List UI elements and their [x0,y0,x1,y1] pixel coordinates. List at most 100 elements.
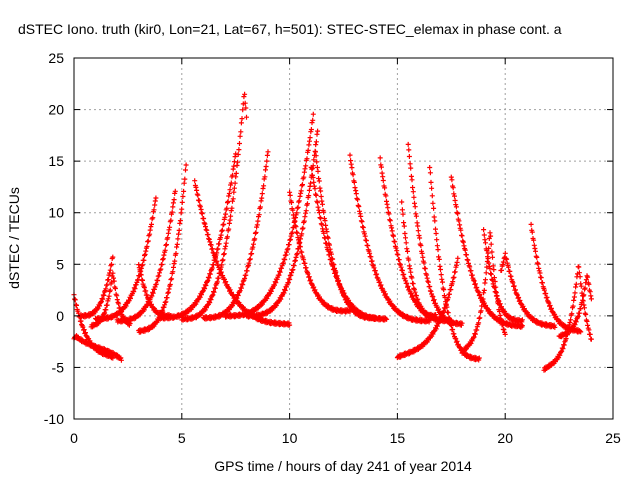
data-point [519,317,525,323]
data-point [341,290,347,296]
data-point [307,135,313,141]
data-point [477,315,483,321]
x-tick-label: 5 [178,430,186,446]
data-point [396,257,402,263]
data-point [261,183,267,189]
data-point [316,176,322,181]
data-point [519,323,525,329]
data-point [438,272,444,278]
axis-ticks [73,57,614,420]
data-point [355,197,361,203]
data-point [510,280,516,286]
data-point [311,183,317,189]
data-point [144,244,150,249]
data-point [287,192,293,198]
data-point [317,215,323,221]
data-point [303,163,309,169]
data-point [259,195,265,201]
data-point [305,201,310,207]
y-tick-label: 20 [48,102,64,118]
data-point [507,268,513,274]
data-point [569,327,575,332]
data-point [226,193,232,199]
data-point [415,223,421,229]
data-point [153,195,159,201]
data-point [494,293,500,299]
data-point [582,305,587,311]
y-tick-label: -5 [52,359,65,375]
data-point [488,271,494,277]
data-point [399,199,405,205]
data-point [150,215,156,221]
data-point [109,261,114,267]
data-point [384,201,390,207]
data-point [216,241,222,247]
data-point [174,244,180,250]
data-point [217,267,223,272]
x-tick-label: 0 [70,430,78,446]
data-point [201,216,207,221]
data-point [485,256,491,261]
data-point [454,210,460,215]
data-point [484,264,490,270]
data-point [451,274,457,280]
data-point [225,199,231,204]
data-point [487,266,493,272]
data-point [411,194,417,200]
data-point [170,269,176,275]
data-point [220,257,226,263]
data-point [428,179,434,185]
data-point [506,264,511,270]
data-point [176,231,181,237]
data-point [103,286,109,292]
data-point [450,327,456,332]
data-point [567,320,573,325]
data-point [318,194,324,199]
data-point [206,275,212,281]
data-point [557,352,563,358]
data-point [462,247,468,253]
data-point [491,275,497,281]
plot-frame [73,57,614,420]
data-point [294,210,300,216]
data-point [309,120,315,126]
data-point [511,283,517,289]
data-point [561,342,567,348]
data-point [255,218,261,224]
data-point [386,211,392,217]
data-point [299,231,305,237]
data-point [303,208,309,214]
data-point [401,220,407,226]
data-point [249,251,255,257]
data-point [209,246,215,252]
data-point [310,117,316,123]
data-point [432,218,438,224]
data-point [348,161,354,167]
x-tick-label: 25 [605,430,621,446]
y-tick-label: -10 [44,411,64,427]
data-point [456,218,462,224]
data-point [291,263,297,269]
data-point [502,331,508,337]
data-point [570,303,576,309]
data-point [328,257,334,262]
data-point [427,165,433,170]
data-point [309,166,315,172]
data-point [165,235,171,241]
data-point [433,314,439,320]
data-point [330,263,336,269]
data-point [433,226,438,232]
data-point [300,182,305,188]
data-point [547,303,553,308]
data-point [407,161,413,167]
data-point [310,175,316,180]
data-point [438,267,443,272]
x-tick-labels: 0 5 10 15 20 25 [70,430,621,446]
data-point [573,284,579,290]
data-point [493,284,499,290]
data-point [490,254,495,260]
data-point [531,242,537,248]
data-point [231,163,237,169]
data-point [110,254,116,260]
data-point [107,267,113,273]
